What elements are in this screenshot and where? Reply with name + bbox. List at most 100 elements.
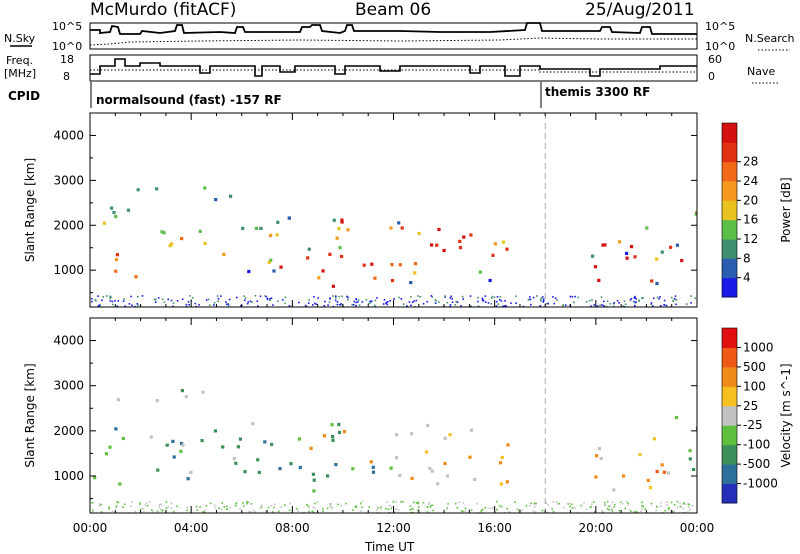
power-noise-cell (634, 295, 636, 298)
power-noise-cell (313, 302, 316, 305)
power-noise-cell (270, 297, 273, 299)
power-cell (160, 230, 164, 234)
velocity-noise-cell (202, 511, 204, 513)
velocity-cell (238, 437, 242, 441)
velocity-cell (184, 395, 188, 399)
velocity-noise-cell (270, 505, 272, 507)
velocity-noise-cell (429, 506, 432, 508)
velocity-noise-cell (376, 509, 378, 512)
power-noise-cell (616, 299, 619, 302)
power-cell (501, 240, 505, 244)
power-noise-cell (491, 295, 494, 298)
velocity-cell (506, 443, 510, 447)
power-noise-cell (382, 303, 385, 305)
velocity-noise-cell (115, 507, 117, 509)
velocity-noise-cell (308, 507, 311, 509)
power-noise-cell (308, 299, 310, 301)
velocity-cell (688, 457, 692, 461)
power-noise-cell (449, 304, 452, 306)
velocity-colorbar-label: -100 (743, 438, 770, 452)
power-colorbar-label: 12 (743, 232, 758, 246)
velocity-noise-cell (691, 504, 694, 507)
power-noise-cell (672, 300, 674, 302)
velocity-noise-cell (491, 507, 494, 509)
velocity-noise-cell (679, 505, 681, 508)
nsearch-tick-bottom: 10^0 (705, 40, 735, 53)
velocity-cell (499, 482, 503, 486)
power-cell (340, 254, 344, 259)
velocity-noise-cell (515, 507, 518, 510)
power-noise-cell (243, 295, 246, 297)
cpid-program-2: themis 3300 RF (545, 85, 650, 99)
power-noise-cell (495, 300, 498, 303)
velocity-noise-cell (302, 511, 304, 513)
power-noise-cell (336, 303, 339, 306)
velocity-noise-cell (447, 503, 449, 505)
power-noise-cell (446, 301, 449, 304)
velocity-noise-cell (312, 511, 315, 513)
velocity-noise-cell (506, 508, 509, 510)
power-noise-cell (240, 304, 242, 307)
velocity-colorbar-label: 1000 (743, 340, 774, 354)
velocity-noise-cell (143, 510, 145, 513)
velocity-noise-cell (456, 507, 459, 509)
velocity-colorbar-swatch (722, 425, 737, 446)
velocity-cell (330, 423, 334, 427)
power-noise-cell (332, 305, 334, 307)
power-cell (136, 188, 140, 192)
velocity-cell (666, 471, 671, 475)
power-noise-cell (216, 295, 219, 297)
velocity-noise-cell (476, 503, 478, 505)
velocity-noise-cell (260, 504, 263, 507)
nsearch-tick-top: 10^5 (705, 20, 735, 33)
nsky-tick-top: 10^5 (52, 20, 82, 33)
power-ytick-label: 2000 (53, 218, 84, 232)
velocity-noise-cell (415, 502, 418, 504)
power-colorbar-label: 8 (743, 251, 751, 265)
velocity-noise-cell (498, 504, 501, 507)
velocity-noise-cell (204, 509, 206, 512)
power-noise-cell (157, 297, 160, 299)
velocity-colorbar-label: 25 (743, 399, 758, 413)
velocity-noise-cell (331, 506, 333, 508)
power-noise-cell (658, 298, 660, 300)
power-noise-cell (244, 299, 246, 302)
velocity-noise-cell (683, 502, 685, 504)
power-noise-cell (389, 299, 391, 302)
power-noise-cell (609, 302, 612, 305)
power-noise-cell (545, 303, 548, 305)
velocity-noise-cell (417, 509, 419, 511)
power-noise-cell (187, 300, 190, 303)
velocity-noise-cell (464, 507, 467, 510)
velocity-noise-cell (569, 502, 572, 505)
power-noise-cell (185, 303, 188, 306)
velocity-noise-cell (340, 504, 342, 507)
power-cell (488, 278, 492, 283)
velocity-noise-cell (676, 500, 679, 503)
velocity-cells (90, 389, 697, 513)
velocity-noise-cell (563, 506, 565, 509)
velocity-cell (104, 452, 108, 456)
power-noise-cell (207, 298, 210, 301)
power-noise-cell (502, 305, 504, 307)
power-noise-cell (386, 303, 389, 306)
power-cell (601, 243, 605, 247)
power-cell (413, 271, 417, 275)
power-noise-cell (603, 304, 605, 307)
power-noise-cell (522, 305, 525, 307)
velocity-cell (155, 399, 159, 403)
power-noise-cell (542, 301, 544, 303)
power-noise-cell (347, 298, 349, 301)
velocity-noise-cell (360, 510, 362, 512)
power-cell (660, 250, 664, 254)
velocity-cell (351, 467, 355, 471)
velocity-noise-cell (386, 501, 388, 503)
velocity-cell (342, 430, 347, 434)
power-noise-cell (630, 297, 633, 300)
velocity-noise-cell (380, 506, 382, 508)
power-noise-cell (334, 299, 337, 302)
power-colorbar-label: 28 (743, 155, 758, 169)
power-noise-cell (163, 301, 166, 303)
power-noise-cell (269, 299, 271, 302)
power-cell (115, 253, 119, 257)
